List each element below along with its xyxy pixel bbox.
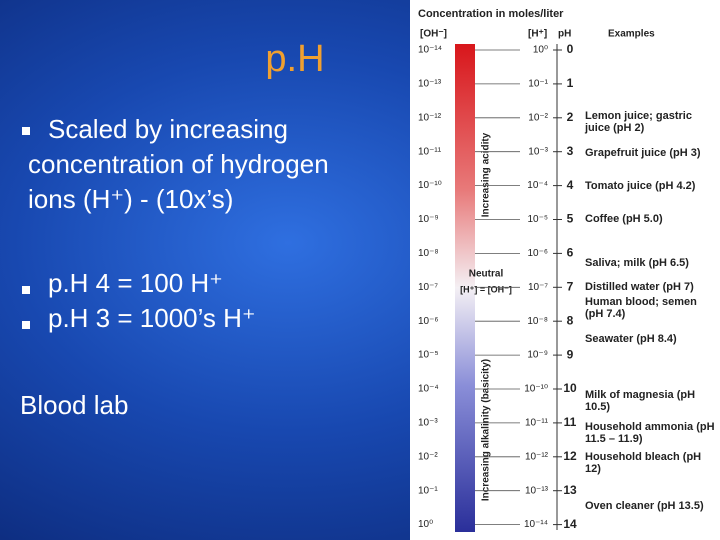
bullet-text: p.H 3 = 1000’s H⁺ [48, 303, 256, 333]
oh-concentration: 10⁻⁷ [418, 282, 438, 293]
ph-value: 0 [567, 42, 574, 56]
bullet-marker [22, 286, 30, 294]
ph-value: 10 [563, 381, 577, 395]
figure-title: Concentration in moles/liter [418, 8, 564, 20]
h-concentration: 10⁻⁵ [527, 214, 548, 225]
ph-value: 7 [567, 279, 574, 293]
oh-concentration: 10⁻⁴ [418, 384, 439, 395]
h-concentration: 10⁻⁶ [527, 248, 548, 259]
h-concentration: 10⁻¹² [525, 451, 549, 462]
h-concentration: 10⁻⁹ [527, 350, 548, 361]
oh-concentration: 10⁻³ [418, 418, 438, 429]
oh-concentration: 10⁻¹¹ [418, 146, 442, 157]
bullet-text: Scaled by increasing concentration of hy… [28, 114, 329, 214]
h-concentration: 10⁻¹⁴ [524, 519, 548, 530]
ph-value: 14 [563, 517, 577, 531]
h-concentration: 10⁻¹ [528, 79, 548, 90]
ph-value: 4 [567, 178, 574, 192]
column-header: [H⁺] [528, 29, 547, 40]
example: Oven cleaner (pH 13.5) [585, 500, 704, 512]
example: Coffee (pH 5.0) [585, 213, 663, 225]
oh-concentration: 10⁻¹⁴ [418, 45, 442, 56]
gradient-bar [455, 44, 475, 532]
bullet-text: p.H 4 = 100 H⁺ [48, 268, 223, 298]
example: Saliva; milk (pH 6.5) [585, 257, 689, 269]
oh-concentration: 10⁻⁵ [418, 350, 439, 361]
ph-value: 13 [563, 483, 577, 497]
example: Grapefruit juice (pH 3) [585, 147, 701, 159]
example: Human blood; semen (pH 7.4) [585, 296, 697, 320]
ph-value: 12 [563, 449, 577, 463]
ph-scale: Concentration in moles/liter [OH⁻] [H⁺] … [418, 8, 655, 532]
oh-concentration: 10⁰ [418, 519, 433, 530]
example: Household ammonia (pH 11.5 – 11.9) [585, 421, 715, 445]
oh-concentration: 10⁻¹³ [418, 79, 442, 90]
ph-value: 8 [567, 313, 574, 327]
ph-value: 9 [567, 347, 574, 361]
ph-value: 1 [567, 76, 574, 90]
h-concentration: 10⁻¹³ [525, 485, 549, 496]
bullet-marker [22, 321, 30, 329]
example: Lemon juice; gastric juice (pH 2) [585, 110, 692, 134]
column-header: [OH⁻] [420, 29, 447, 40]
ph-value: 2 [567, 110, 574, 124]
example: Milk of magnesia (pH 10.5) [585, 389, 696, 413]
example: Tomato juice (pH 4.2) [585, 180, 696, 192]
h-concentration: 10⁻⁸ [527, 316, 548, 327]
example: Household bleach (pH 12) [585, 451, 702, 475]
acidity-label: Increasing acidity [481, 132, 492, 217]
ph-value: 11 [564, 415, 577, 429]
h-concentration: 10⁻¹¹ [525, 418, 549, 429]
oh-concentration: 10⁻⁹ [418, 214, 439, 225]
h-concentration: 10⁻² [528, 112, 548, 123]
slide-title: p.H [265, 38, 325, 80]
oh-concentration: 10⁻¹⁰ [418, 180, 442, 191]
oh-concentration: 10⁻⁶ [418, 316, 439, 327]
oh-concentration: 10⁻¹² [418, 112, 442, 123]
bullet-marker [22, 127, 30, 135]
h-concentration: 10⁰ [533, 45, 548, 56]
h-concentration: 10⁻⁷ [528, 282, 548, 293]
ph-figure: Concentration in moles/liter [OH⁻] [H⁺] … [410, 0, 720, 540]
oh-concentration: 10⁻² [418, 451, 438, 462]
h-concentration: 10⁻⁴ [527, 180, 548, 191]
example: Distilled water (pH 7) [585, 281, 694, 293]
neutral-label: Neutral [469, 269, 504, 280]
ph-value: 5 [567, 212, 574, 226]
example: Seawater (pH 8.4) [585, 333, 677, 345]
h-concentration: 10⁻¹⁰ [524, 384, 548, 395]
ph-value: 6 [567, 246, 574, 260]
neutral-equation: [H⁺] = [OH⁻] [460, 284, 512, 294]
footer-text: Blood lab [20, 390, 129, 420]
column-header: pH [558, 29, 571, 40]
oh-concentration: 10⁻¹ [418, 485, 438, 496]
h-concentration: 10⁻³ [528, 146, 548, 157]
oh-concentration: 10⁻⁸ [418, 248, 439, 259]
alkalinity-label: Increasing alkalinity (basicity) [481, 359, 492, 501]
ph-value: 3 [567, 144, 574, 158]
column-header: Examples [608, 29, 655, 40]
